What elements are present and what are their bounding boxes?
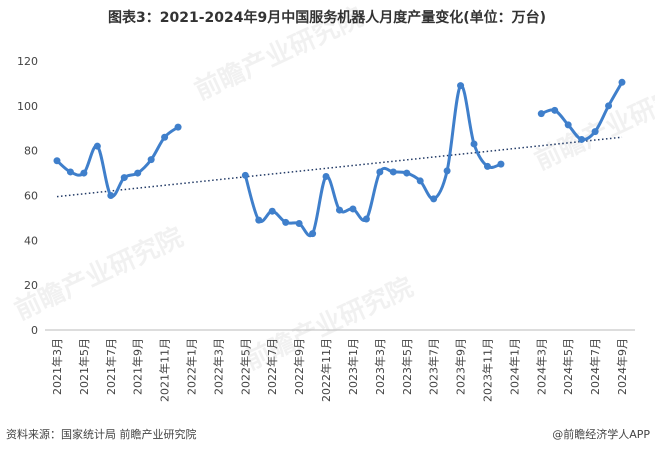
marker [147,156,155,164]
marker [107,192,115,199]
marker [564,121,572,129]
x-tick-label: 2022年1月 [185,338,199,395]
marker [591,128,599,136]
marker [322,172,330,180]
marker [134,169,142,177]
x-tick-label: 2024年5月 [561,338,575,395]
credit: @前瞻经济学人APP [552,427,650,441]
trend-line [56,136,623,198]
x-tick-label: 2021年3月 [50,338,64,395]
marker [268,207,276,215]
x-tick-label: 2022年5月 [238,338,252,395]
y-tick-label: 20 [24,279,38,292]
y-tick-label: 0 [31,324,38,337]
marker [120,174,128,182]
x-tick-label: 2021年9月 [131,338,145,395]
marker [295,220,303,228]
marker [53,157,61,165]
marker [161,133,169,141]
x-tick-label: 2022年11月 [319,338,333,402]
source: 资料来源：国家统计局 前瞻产业研究院 [6,427,197,441]
y-tick-label: 80 [24,145,38,158]
x-tick-label: 2024年3月 [534,338,548,395]
x-tick-label: 2022年3月 [211,338,225,395]
x-tick-label: 2024年1月 [507,338,521,395]
x-tick-label: 2021年7月 [104,338,118,395]
x-tick-label: 2024年9月 [615,338,629,395]
marker [578,135,586,143]
marker [80,169,88,177]
marker [483,162,491,170]
series-line [56,125,179,198]
x-tick-label: 2023年5月 [400,338,414,395]
marker [457,82,465,90]
x-tick-label: 2022年9月 [292,338,306,395]
marker [282,218,290,226]
marker [470,140,478,148]
marker [309,230,317,238]
marker [255,216,263,224]
y-tick-label: 100 [17,100,38,113]
x-tick-label: 2023年11月 [480,338,494,402]
marker [174,123,182,131]
marker [551,106,559,114]
marker [241,171,249,179]
watermark: 前瞻产业研究院 [530,71,655,176]
chart-title: 图表3：2021-2024年9月中国服务机器人月度产量变化(单位：万台) [108,9,546,26]
marker [376,168,384,176]
x-tick-label: 2022年7月 [265,338,279,395]
marker [66,168,74,176]
x-tick-label: 2023年1月 [346,338,360,395]
x-tick-label: 2024年7月 [588,338,602,395]
marker [93,142,101,150]
y-tick-label: 60 [24,190,38,203]
marker [430,195,438,203]
marker [443,167,451,175]
x-tick-label: 2021年11月 [158,338,172,402]
x-tick-label: 2023年3月 [373,338,387,395]
y-tick-label: 40 [24,234,38,247]
marker [336,206,343,214]
marker [605,102,613,110]
y-tick-label: 120 [17,55,38,68]
marker [618,78,626,86]
x-tick-label: 2023年7月 [427,338,441,395]
x-tick-label: 2023年9月 [454,338,468,395]
marker [349,205,357,213]
marker [389,168,397,176]
marker [416,177,424,185]
marker [362,215,370,223]
marker [497,160,505,168]
x-tick-label: 2021年5月 [77,338,91,395]
marker [537,110,545,118]
marker [403,169,411,177]
series-line [243,84,502,238]
